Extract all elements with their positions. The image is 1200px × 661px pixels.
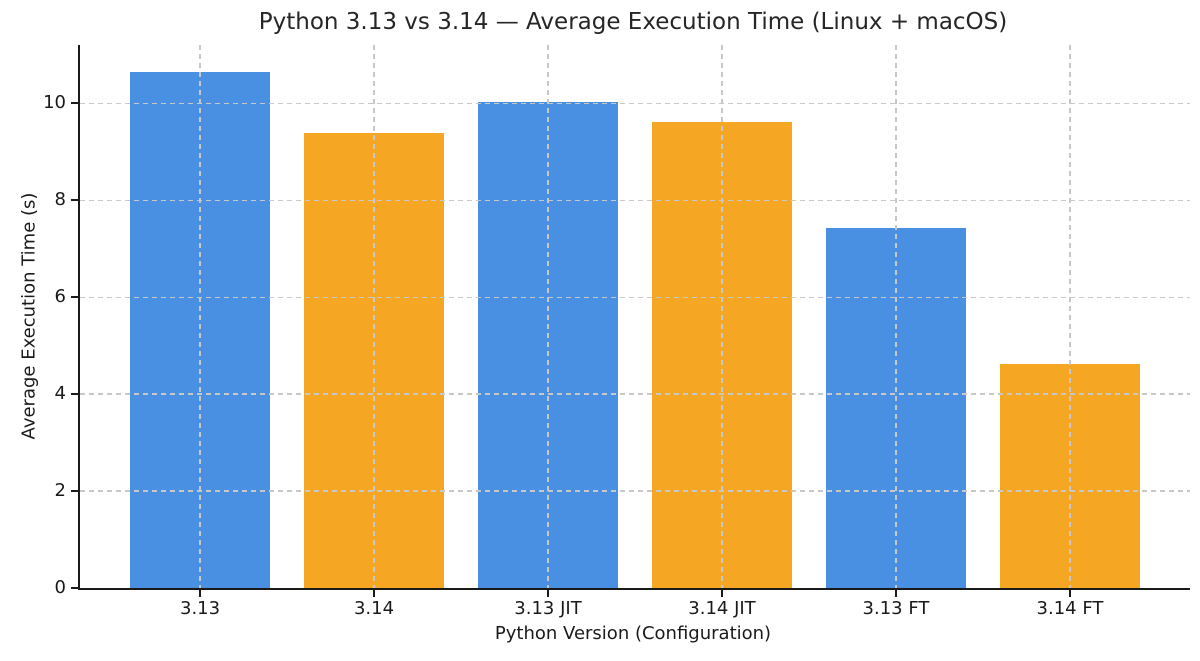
vertical-gridline (373, 45, 375, 588)
x-tick-label: 3.14 JIT (688, 598, 756, 619)
y-tick-label: 6 (54, 286, 66, 308)
x-tick-mark (199, 590, 202, 597)
chart-title: Python 3.13 vs 3.14 — Average Execution … (258, 9, 1008, 35)
vertical-gridline (895, 45, 897, 588)
vertical-gridline (199, 45, 201, 588)
y-tick-label: 10 (43, 92, 66, 114)
y-tick-mark (71, 393, 78, 396)
y-tick-mark (71, 296, 78, 299)
y-tick-label: 0 (54, 577, 66, 598)
x-tick-mark (1068, 590, 1071, 597)
x-tick-label: 3.13 (180, 598, 221, 619)
horizontal-gridline (80, 490, 1190, 492)
x-tick-label: 3.13 FT (862, 598, 930, 619)
horizontal-gridline (80, 199, 1190, 201)
x-tick-mark (547, 590, 549, 597)
horizontal-gridline (80, 102, 1190, 104)
y-tick-mark (71, 102, 78, 105)
y-tick-mark (71, 490, 78, 493)
plot-area: 0 2 4 6 8 10 3.13 3.14 3.13 JIT 3.14 JIT 3.13 FT 3.… (43, 45, 1190, 619)
horizontal-gridline (80, 296, 1190, 298)
x-tick-label: 3.13 JIT (514, 598, 582, 619)
vertical-gridline (721, 45, 723, 588)
x-axis-label: Python Version (Configuration) (494, 623, 772, 644)
horizontal-gridline (80, 393, 1190, 395)
y-tick-label: 8 (54, 189, 66, 211)
x-tick-mark (373, 590, 376, 597)
x-tick-mark (894, 590, 897, 597)
y-tick-mark (71, 199, 78, 202)
y-tick-mark (71, 587, 78, 589)
y-tick-label: 2 (54, 480, 66, 502)
vertical-gridline (547, 45, 549, 588)
x-tick-label: 3.14 FT (1036, 598, 1104, 619)
vertical-gridline (1069, 45, 1071, 588)
x-tick-label: 3.14 (353, 598, 395, 619)
x-tick-mark (720, 590, 723, 597)
y-tick-label: 4 (54, 383, 66, 405)
